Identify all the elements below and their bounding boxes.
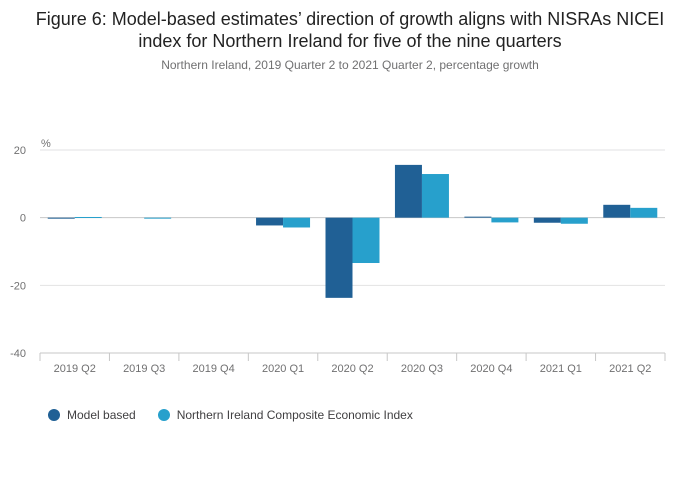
y-tick-label: 0	[20, 213, 26, 225]
legend-swatch-model-based	[48, 409, 60, 421]
bar-model-based	[464, 216, 492, 218]
bar-nicei	[144, 217, 172, 219]
legend-swatch-nicei	[157, 409, 170, 421]
bar-nicei	[352, 217, 380, 264]
chart-subtitle: Northern Ireland, 2019 Quarter 2 to 2021…	[161, 58, 539, 72]
chart-legend: Model based Northern Ireland Composite E…	[48, 408, 435, 422]
legend-item-model-based: Model based	[48, 408, 136, 422]
x-tick-label: 2019 Q4	[193, 363, 235, 375]
bar-model-based	[533, 217, 561, 223]
bar-model-based	[256, 217, 284, 226]
bar-model-based	[603, 204, 631, 218]
x-tick-label: 2021 Q1	[540, 363, 582, 375]
bar-nicei	[74, 216, 102, 218]
chart-header: Figure 6: Model-based estimates’ directi…	[0, 8, 700, 72]
bar-model-based	[325, 217, 353, 298]
x-tick-label: 2019 Q2	[54, 363, 96, 375]
bar-nicei	[491, 217, 519, 223]
bar-nicei	[421, 174, 449, 218]
bar-nicei	[560, 217, 588, 224]
x-tick-label: 2020 Q2	[331, 363, 373, 375]
bar-model-based	[47, 217, 75, 219]
x-tick-label: 2019 Q3	[123, 363, 165, 375]
x-tick-label: 2020 Q1	[262, 363, 304, 375]
chart-title: Figure 6: Model-based estimates’ directi…	[35, 9, 665, 51]
y-tick-label: -40	[10, 348, 26, 360]
legend-label-model-based: Model based	[67, 408, 136, 422]
x-tick-label: 2020 Q4	[470, 363, 512, 375]
x-tick-label: 2021 Q2	[609, 363, 651, 375]
y-tick-label: -20	[10, 280, 26, 292]
y-tick-label: 20	[14, 145, 26, 157]
y-axis-label: %	[41, 138, 51, 150]
legend-label-nicei: Northern Ireland Composite Economic Inde…	[176, 408, 413, 422]
bar-model-based	[394, 164, 422, 218]
x-tick-label: 2020 Q3	[401, 363, 443, 375]
bar-nicei	[630, 207, 658, 218]
legend-item-nicei: Northern Ireland Composite Economic Inde…	[157, 408, 413, 422]
bar-nicei	[283, 217, 311, 228]
